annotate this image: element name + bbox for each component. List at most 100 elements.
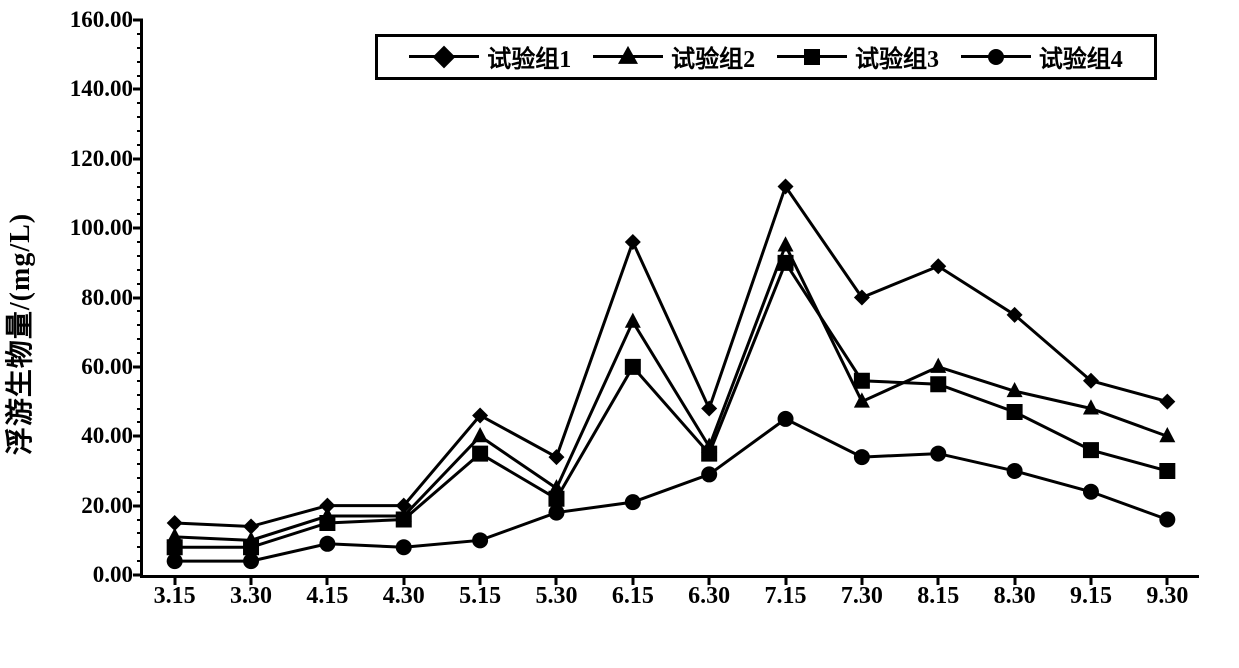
legend-label: 试验组4 xyxy=(1039,39,1123,74)
y-tick-minor xyxy=(137,269,143,271)
marker-triangle xyxy=(625,313,641,328)
legend-label: 试验组1 xyxy=(487,39,571,74)
marker-circle xyxy=(548,505,564,521)
marker-triangle xyxy=(930,358,946,373)
y-tick-mark xyxy=(133,227,143,230)
marker-circle xyxy=(319,536,335,552)
circle-icon xyxy=(988,49,1004,65)
marker-circle xyxy=(701,466,717,482)
y-tick-minor xyxy=(137,130,143,132)
marker-circle xyxy=(625,494,641,510)
marker-square xyxy=(472,446,488,462)
marker-circle xyxy=(1159,512,1175,528)
chart-figure: { "chart": { "type": "line", "ylabel": "… xyxy=(0,0,1239,668)
marker-square xyxy=(625,359,641,375)
square-icon xyxy=(804,49,820,65)
x-tick-label: 8.30 xyxy=(994,583,1036,610)
y-tick-minor xyxy=(137,241,143,243)
marker-diamond xyxy=(1159,394,1175,410)
y-tick-minor xyxy=(137,33,143,35)
marker-circle xyxy=(778,411,794,427)
x-tick-label: 7.15 xyxy=(765,583,807,610)
x-tick-label: 9.30 xyxy=(1146,583,1188,610)
y-tick-minor xyxy=(137,102,143,104)
marker-circle xyxy=(167,553,183,569)
marker-diamond xyxy=(625,234,641,250)
y-tick-minor xyxy=(137,491,143,493)
marker-diamond xyxy=(701,401,717,417)
marker-square xyxy=(319,515,335,531)
legend: 试验组1 试验组2 试验组3 试验组4 xyxy=(375,34,1156,80)
marker-square xyxy=(930,376,946,392)
y-axis-label: 浮游生物量/(mg/L) xyxy=(0,213,38,455)
x-tick-label: 8.15 xyxy=(917,583,959,610)
marker-square xyxy=(778,255,794,271)
y-tick-mark xyxy=(133,88,143,91)
y-tick-minor xyxy=(137,199,143,201)
triangle-icon xyxy=(618,46,638,64)
series-canvas xyxy=(143,20,1199,575)
y-tick-minor xyxy=(137,352,143,354)
y-tick-minor xyxy=(137,144,143,146)
marker-diamond xyxy=(548,449,564,465)
y-tick-label: 100.00 xyxy=(70,215,133,241)
y-tick-minor xyxy=(137,283,143,285)
y-tick-minor xyxy=(137,75,143,77)
legend-label: 试验组3 xyxy=(855,39,939,74)
y-tick-label: 120.00 xyxy=(70,146,133,172)
diamond-icon xyxy=(433,46,456,69)
marker-diamond xyxy=(930,258,946,274)
y-tick-minor xyxy=(137,255,143,257)
legend-line-icon xyxy=(409,55,479,58)
marker-circle xyxy=(854,449,870,465)
y-tick-mark xyxy=(133,19,143,22)
y-tick-minor xyxy=(137,560,143,562)
marker-square xyxy=(1083,442,1099,458)
y-tick-minor xyxy=(137,477,143,479)
y-tick-minor xyxy=(137,463,143,465)
y-tick-minor xyxy=(137,324,143,326)
y-tick-minor xyxy=(137,116,143,118)
marker-square xyxy=(167,539,183,555)
marker-triangle xyxy=(472,427,488,442)
marker-circle xyxy=(930,446,946,462)
marker-square xyxy=(396,512,412,528)
marker-square xyxy=(1007,404,1023,420)
legend-item: 试验组3 xyxy=(777,39,939,74)
x-tick-label: 4.30 xyxy=(383,583,425,610)
x-tick-label: 5.30 xyxy=(535,583,577,610)
legend-item: 试验组1 xyxy=(409,39,571,74)
x-tick-label: 5.15 xyxy=(459,583,501,610)
y-tick-minor xyxy=(137,172,143,174)
y-tick-minor xyxy=(137,546,143,548)
marker-square xyxy=(854,373,870,389)
legend-line-icon xyxy=(961,55,1031,58)
y-tick-minor xyxy=(137,310,143,312)
y-tick-minor xyxy=(137,338,143,340)
y-tick-minor xyxy=(137,421,143,423)
marker-circle xyxy=(396,539,412,555)
y-tick-mark xyxy=(133,157,143,160)
y-tick-mark xyxy=(133,574,143,577)
y-tick-label: 40.00 xyxy=(81,423,133,449)
y-tick-minor xyxy=(137,47,143,49)
marker-circle xyxy=(1007,463,1023,479)
y-tick-minor xyxy=(137,408,143,410)
y-tick-label: 60.00 xyxy=(81,354,133,380)
x-tick-label: 3.30 xyxy=(230,583,272,610)
y-tick-mark xyxy=(133,296,143,299)
marker-triangle xyxy=(778,236,794,251)
y-tick-minor xyxy=(137,186,143,188)
y-tick-minor xyxy=(137,380,143,382)
x-tick-label: 4.15 xyxy=(306,583,348,610)
marker-square xyxy=(701,446,717,462)
legend-line-icon xyxy=(777,55,847,58)
y-tick-minor xyxy=(137,213,143,215)
x-tick-label: 3.15 xyxy=(154,583,196,610)
y-tick-mark xyxy=(133,435,143,438)
legend-label: 试验组2 xyxy=(671,39,755,74)
y-tick-minor xyxy=(137,61,143,63)
y-tick-label: 20.00 xyxy=(81,493,133,519)
legend-item: 试验组2 xyxy=(593,39,755,74)
x-tick-label: 7.30 xyxy=(841,583,883,610)
